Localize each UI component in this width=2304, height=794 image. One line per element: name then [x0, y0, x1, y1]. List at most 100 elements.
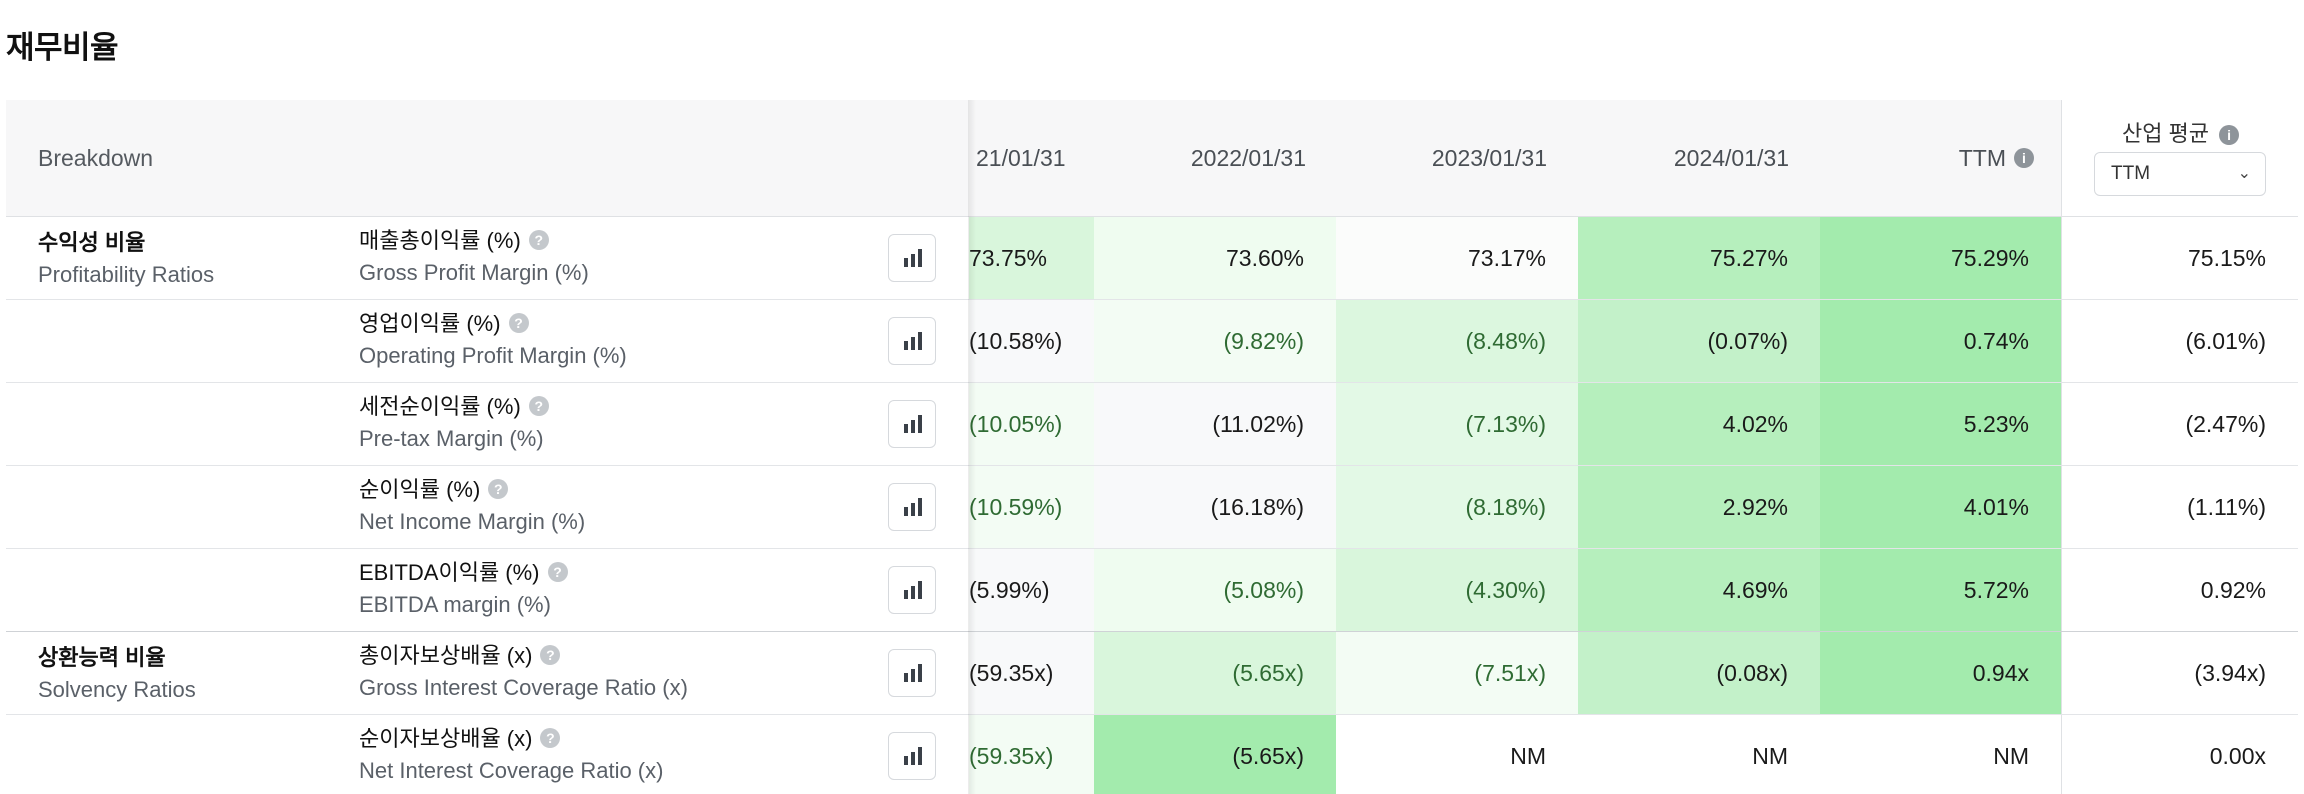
- ratios-table: Breakdown 21/01/31 2022/01/31 2023/01/31…: [6, 100, 2299, 794]
- group-label-en: Profitability Ratios: [38, 262, 215, 287]
- value-cell: 73.17%: [1336, 217, 1578, 299]
- value-cell: 5.72%: [1820, 549, 2061, 631]
- metric-label-ko: 매출총이익률 (%): [359, 228, 521, 253]
- metric-label: 순이자보상배율 (x)? Net Interest Coverage Ratio …: [359, 723, 663, 787]
- metric-label: 세전순이익률 (%)? Pre-tax Margin (%): [359, 391, 549, 455]
- question-icon[interactable]: ?: [547, 562, 568, 583]
- info-icon[interactable]: i: [2219, 125, 2240, 146]
- value-cell: 5.23%: [1820, 383, 2061, 465]
- industry-average-label: 산업 평균 i: [2062, 116, 2299, 148]
- value-cell: (8.48%): [1336, 300, 1578, 382]
- table-row: 세전순이익률 (%)? Pre-tax Margin (%) (10.05%) (11…: [6, 383, 2298, 466]
- bar-chart-icon: [904, 332, 922, 350]
- value-cell: NM: [1578, 715, 1820, 794]
- chart-button[interactable]: [888, 483, 936, 531]
- chevron-down-icon: ⌄: [2237, 165, 2251, 182]
- value-cell: (7.51x): [1336, 632, 1578, 714]
- bar-chart-icon: [904, 581, 922, 599]
- value-cell: (0.07%): [1578, 300, 1820, 382]
- breakdown-header: Breakdown: [38, 145, 154, 171]
- column-header-2023: 2023/01/31: [1431, 145, 1547, 171]
- value-cell: (8.18%): [1336, 466, 1578, 548]
- info-icon[interactable]: i: [2014, 147, 2034, 168]
- value-cell: (7.13%): [1336, 383, 1578, 465]
- value-cell: 73.75%: [969, 217, 1094, 299]
- value-cell: NM: [1336, 715, 1578, 794]
- value-cell: 0.74%: [1820, 300, 2061, 382]
- value-cell: (4.30%): [1336, 549, 1578, 631]
- table-row: 순이자보상배율 (x)? Net Interest Coverage Ratio …: [6, 715, 2298, 794]
- bar-chart-icon: [904, 498, 922, 516]
- metric-label-en: Net Interest Coverage Ratio (x): [359, 758, 664, 783]
- value-cell: 2.92%: [1578, 466, 1820, 548]
- metric-label-en: Gross Profit Margin (%): [359, 260, 589, 285]
- page-title: 재무비율: [6, 30, 119, 65]
- value-cell: 0.94x: [1820, 632, 2061, 714]
- chart-button[interactable]: [888, 317, 936, 365]
- metric-label-en: Operating Profit Margin (%): [359, 343, 627, 368]
- metric-label: 순이익률 (%)? Net Income Margin (%): [359, 474, 585, 538]
- bar-chart-icon: [904, 747, 922, 765]
- chart-button[interactable]: [888, 566, 936, 614]
- bar-chart-icon: [904, 415, 922, 433]
- value-cell: (5.99%): [969, 549, 1094, 631]
- question-icon[interactable]: ?: [540, 728, 561, 749]
- bar-chart-icon: [904, 664, 922, 682]
- column-header-2024: 2024/01/31: [1673, 145, 1789, 171]
- group-label-ko: 상환능력 비율: [38, 645, 166, 670]
- value-cell: 75.27%: [1578, 217, 1820, 299]
- question-icon[interactable]: ?: [528, 396, 549, 417]
- value-cell: (11.02%): [1094, 383, 1336, 465]
- metric-label: 총이자보상배율 (x)? Gross Interest Coverage Rati…: [359, 640, 688, 704]
- column-header-ttm: TTM i: [1820, 100, 2034, 216]
- industry-average-cell: (2.47%): [2061, 383, 2298, 465]
- question-icon[interactable]: ?: [508, 313, 529, 334]
- chart-button[interactable]: [888, 732, 936, 780]
- metric-label-ko: 세전순이익률 (%): [359, 394, 521, 419]
- industry-average-cell: 75.15%: [2061, 217, 2298, 299]
- metric-label-en: Net Income Margin (%): [359, 509, 586, 534]
- metric-label-ko: 순이익률 (%): [359, 477, 481, 502]
- value-cell: (16.18%): [1094, 466, 1336, 548]
- value-cell: (59.35x): [969, 632, 1094, 714]
- column-header-2021: 21/01/31: [976, 145, 1066, 171]
- industry-period-select[interactable]: TTM ⌄: [2094, 152, 2266, 196]
- metric-label: EBITDA이익률 (%)? EBITDA margin (%): [359, 557, 568, 621]
- value-cell: 4.02%: [1578, 383, 1820, 465]
- value-cell: (10.58%): [969, 300, 1094, 382]
- value-cell: NM: [1820, 715, 2061, 794]
- metric-label-ko: 영업이익률 (%): [359, 311, 501, 336]
- metric-label: 매출총이익률 (%)? Gross Profit Margin (%): [359, 225, 589, 289]
- group-label-en: Solvency Ratios: [38, 677, 196, 702]
- column-header-2022: 2022/01/31: [1190, 145, 1306, 171]
- industry-average-header: 산업 평균 i TTM ⌄: [2061, 100, 2299, 216]
- question-icon[interactable]: ?: [540, 645, 561, 666]
- bar-chart-icon: [904, 249, 922, 267]
- group-label: 수익성 비율 Profitability Ratios: [38, 227, 214, 291]
- metric-label-en: Pre-tax Margin (%): [359, 426, 544, 451]
- question-icon[interactable]: ?: [528, 230, 549, 251]
- question-icon[interactable]: ?: [488, 479, 509, 500]
- table-row: EBITDA이익률 (%)? EBITDA margin (%) (5.99%) (5…: [6, 549, 2298, 632]
- table-row: 영업이익률 (%)? Operating Profit Margin (%) (10…: [6, 300, 2298, 383]
- industry-average-cell: (1.11%): [2061, 466, 2298, 548]
- value-cell: 73.60%: [1094, 217, 1336, 299]
- table-row: 상환능력 비율 Solvency Ratios 총이자보상배율 (x)? Gross …: [6, 632, 2298, 715]
- table-row: 수익성 비율 Profitability Ratios 매출총이익률 (%)? Gro…: [6, 217, 2298, 300]
- industry-average-cell: (6.01%): [2061, 300, 2298, 382]
- value-cell: (59.35x): [969, 715, 1094, 794]
- chart-button[interactable]: [888, 649, 936, 697]
- metric-label-ko: 순이자보상배율 (x): [359, 726, 533, 751]
- group-label-ko: 수익성 비율: [38, 230, 146, 255]
- value-cell: 75.29%: [1820, 217, 2061, 299]
- value-cell: (0.08x): [1578, 632, 1820, 714]
- industry-average-cell: 0.92%: [2061, 549, 2298, 631]
- table-row: 순이익률 (%)? Net Income Margin (%) (10.59%) (1…: [6, 466, 2298, 549]
- chart-button[interactable]: [888, 400, 936, 448]
- metric-label-ko: 총이자보상배율 (x): [359, 643, 533, 668]
- value-cell: (5.65x): [1094, 632, 1336, 714]
- value-cell: (5.08%): [1094, 549, 1336, 631]
- chart-button[interactable]: [888, 234, 936, 282]
- metric-label-en: Gross Interest Coverage Ratio (x): [359, 675, 688, 700]
